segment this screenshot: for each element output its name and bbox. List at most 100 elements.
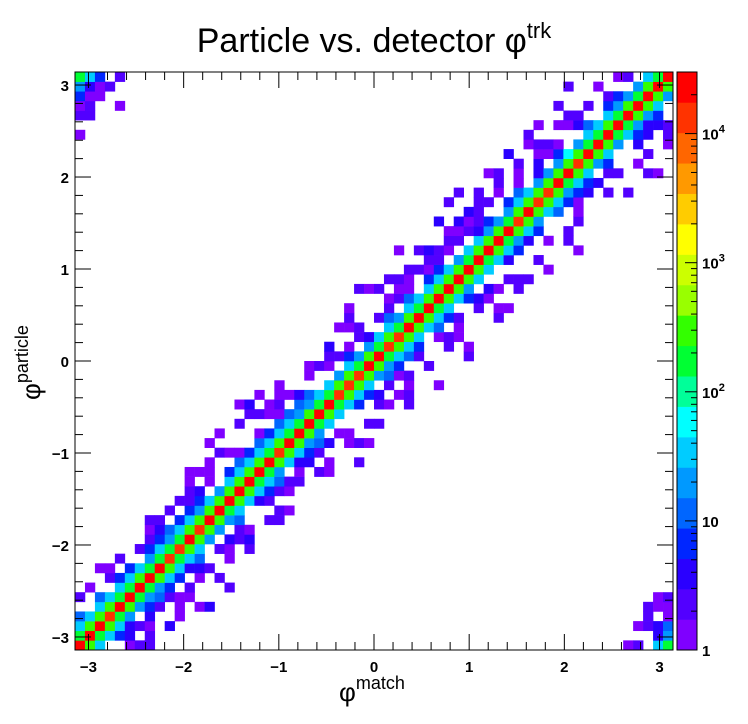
heatmap-cell xyxy=(164,553,175,564)
heatmap-cell xyxy=(563,149,574,159)
heatmap-cell xyxy=(354,361,365,371)
heatmap-cell xyxy=(364,418,375,429)
heatmap-cell xyxy=(374,389,385,400)
heatmap-cell xyxy=(294,389,305,400)
heatmap-cell xyxy=(194,544,205,554)
heatmap-cell xyxy=(84,640,96,651)
heatmap-cell xyxy=(663,120,674,131)
heatmap-cell xyxy=(493,168,504,179)
heatmap-cell xyxy=(94,621,106,632)
heatmap-cell xyxy=(124,611,136,622)
heatmap-cell xyxy=(623,187,634,198)
heatmap-cell xyxy=(513,158,524,169)
heatmap-cell xyxy=(274,409,285,420)
heatmap-cell xyxy=(354,438,365,448)
heatmap-cell xyxy=(483,283,494,294)
heatmap-cell xyxy=(433,322,445,333)
heatmap-cell xyxy=(553,168,564,179)
heatmap-cell xyxy=(483,235,494,246)
heatmap-cell xyxy=(643,72,654,82)
heatmap-cell xyxy=(314,447,325,458)
heatmap-cell xyxy=(264,428,275,439)
heatmap-cell xyxy=(443,226,455,237)
heatmap-cell xyxy=(174,572,185,583)
heatmap-cell xyxy=(94,91,106,102)
heatmap-cell xyxy=(134,563,146,574)
heatmap-cell xyxy=(274,389,285,400)
heatmap-cell xyxy=(663,129,674,140)
heatmap-cell xyxy=(523,235,534,246)
heatmap-cell xyxy=(503,245,514,256)
heatmap-cell xyxy=(483,216,494,227)
heatmap-cell xyxy=(463,274,474,285)
heatmap-cell xyxy=(84,91,96,102)
heatmap-cell xyxy=(104,563,116,574)
heatmap-cell xyxy=(134,621,146,632)
heatmap-cell xyxy=(164,524,175,535)
heatmap-cell xyxy=(493,226,504,237)
heatmap-cell xyxy=(314,438,325,448)
heatmap-cell xyxy=(234,476,245,487)
heatmap-cell xyxy=(104,630,116,641)
heatmap-cell xyxy=(84,81,96,92)
heatmap-cell xyxy=(84,110,96,121)
heatmap-cell xyxy=(174,534,185,545)
heatmap-cell xyxy=(194,495,205,506)
heatmap-cell xyxy=(403,351,415,362)
heatmap-cell xyxy=(643,129,654,140)
heatmap-cell xyxy=(124,572,136,583)
colorbar-swatch xyxy=(677,102,697,134)
y-axis-title-sup: particle xyxy=(12,325,32,383)
heatmap-cell xyxy=(274,428,285,439)
heatmap-cell xyxy=(274,380,285,391)
heatmap-cell xyxy=(413,351,425,362)
heatmap-cell xyxy=(114,72,126,82)
heatmap-cell xyxy=(513,187,524,198)
heatmap-cell xyxy=(144,611,156,622)
heatmap-cell xyxy=(174,553,185,564)
colorbar-swatch xyxy=(677,345,697,377)
heatmap-cell xyxy=(423,303,435,314)
heatmap-cell xyxy=(284,486,295,497)
heatmap-cell xyxy=(643,601,654,612)
heatmap-cell xyxy=(653,120,664,131)
heatmap-cell xyxy=(463,351,474,362)
heatmap-cell xyxy=(154,544,165,554)
heatmap-cell xyxy=(433,216,445,227)
heatmap-cell xyxy=(364,283,375,294)
heatmap-cell xyxy=(493,235,504,246)
colorbar-swatch xyxy=(677,406,697,438)
colorbar-swatch xyxy=(677,589,697,620)
heatmap-cell xyxy=(284,418,295,429)
heatmap-cell xyxy=(453,226,464,237)
heatmap-cell xyxy=(234,515,245,526)
heatmap-cell xyxy=(184,505,195,516)
heatmap-cell xyxy=(543,149,554,159)
heatmap-cell xyxy=(294,428,305,439)
heatmap-cell xyxy=(374,351,385,362)
heatmap-cell xyxy=(204,457,215,468)
heatmap-cell xyxy=(533,226,544,237)
x-tick-label: −3 xyxy=(80,659,97,676)
heatmap-cell xyxy=(264,466,275,477)
heatmap-cell xyxy=(294,457,305,468)
heatmap-cell xyxy=(433,312,445,323)
heatmap-cell xyxy=(663,630,674,641)
heatmap-cell xyxy=(224,515,235,526)
heatmap-cell xyxy=(354,322,365,333)
heatmap-cell xyxy=(463,283,474,294)
heatmap-cell xyxy=(513,206,524,217)
heatmap-cell xyxy=(383,274,395,285)
heatmap-cell xyxy=(84,582,96,593)
heatmap-cell xyxy=(264,476,275,487)
x-tick-label: 2 xyxy=(560,659,568,676)
heatmap-cell xyxy=(533,197,544,208)
heatmap-cell xyxy=(503,206,514,217)
heatmap-cell xyxy=(593,129,604,140)
heatmap-cell xyxy=(443,332,455,343)
heatmap-cell xyxy=(274,486,285,497)
heatmap-cell xyxy=(344,428,355,439)
heatmap-cell xyxy=(413,332,425,343)
heatmap-cell xyxy=(573,139,584,150)
heatmap-cell xyxy=(334,351,345,362)
